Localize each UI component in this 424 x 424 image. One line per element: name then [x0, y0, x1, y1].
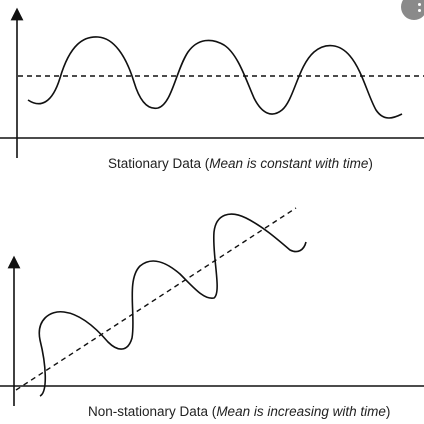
stationary-caption-emphasis: Mean is constant with time [209, 156, 369, 171]
stationary-caption: Stationary Data (Mean is constant with t… [108, 156, 373, 171]
stationary-panel [0, 7, 424, 158]
non-stationary-series-curve [38, 213, 307, 397]
non-stationary-panel [0, 207, 424, 406]
non-stationary-caption-suffix: ) [385, 404, 391, 419]
non-stationary-caption-prefix: Non-stationary Data ( [88, 404, 217, 419]
stationary-caption-prefix: Stationary Data ( [108, 156, 210, 171]
non-stationary-caption: Non-stationary Data (Mean is increasing … [88, 404, 390, 419]
more-options-icon[interactable] [401, 0, 424, 20]
stationary-series-curve [27, 36, 403, 119]
non-stationary-trend-line [15, 207, 297, 391]
stationary-caption-suffix: ) [368, 156, 373, 171]
non-stationary-caption-emphasis: Mean is increasing with time [216, 404, 386, 419]
